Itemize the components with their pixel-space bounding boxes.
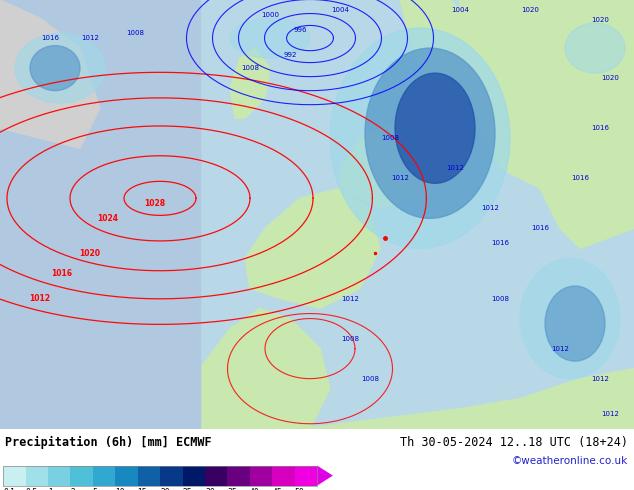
Bar [183,466,205,486]
Text: 1004: 1004 [451,7,469,13]
Text: 1012: 1012 [551,345,569,352]
Text: 1016: 1016 [571,175,589,181]
Text: 1012: 1012 [446,165,464,172]
Polygon shape [0,0,100,148]
Text: 1004: 1004 [331,7,349,13]
Text: 30: 30 [205,488,215,490]
Text: 1020: 1020 [591,17,609,23]
Text: 1008: 1008 [491,295,509,301]
Polygon shape [200,309,330,429]
Text: 1020: 1020 [79,249,101,258]
Polygon shape [340,118,450,208]
Text: 996: 996 [294,27,307,33]
Text: 50: 50 [295,488,304,490]
Text: 1008: 1008 [361,376,379,382]
Bar [115,466,138,486]
Polygon shape [245,188,380,309]
Text: ©weatheronline.co.uk: ©weatheronline.co.uk [512,456,628,466]
Bar [93,466,115,486]
Text: 1008: 1008 [126,30,144,36]
Text: 1020: 1020 [521,7,539,13]
Ellipse shape [545,286,605,361]
Text: 1012: 1012 [81,35,99,41]
Text: Th 30-05-2024 12..18 UTC (18+24): Th 30-05-2024 12..18 UTC (18+24) [399,436,628,449]
Ellipse shape [395,73,475,183]
Bar [25,466,48,486]
Text: 45: 45 [272,488,282,490]
Text: 20: 20 [160,488,170,490]
Ellipse shape [565,23,625,73]
Text: 1016: 1016 [41,35,59,41]
Text: 1012: 1012 [591,376,609,382]
Ellipse shape [520,258,620,379]
Bar [3,466,317,486]
Text: 1024: 1024 [98,214,119,223]
Text: 1016: 1016 [51,269,72,278]
Text: 1: 1 [48,488,53,490]
Polygon shape [0,0,200,429]
Bar [228,466,250,486]
Ellipse shape [330,28,510,248]
Ellipse shape [15,33,105,103]
Bar [250,466,272,486]
Bar [272,466,295,486]
Bar [295,466,317,486]
Text: 1012: 1012 [601,411,619,416]
Text: 0.1: 0.1 [3,488,15,490]
Text: 992: 992 [283,52,297,58]
Polygon shape [460,0,634,248]
Text: 1008: 1008 [241,65,259,71]
Text: Precipitation (6h) [mm] ECMWF: Precipitation (6h) [mm] ECMWF [5,436,212,449]
Ellipse shape [365,48,495,219]
Ellipse shape [30,46,80,91]
Bar [138,466,160,486]
Text: 35: 35 [228,488,237,490]
Bar [70,466,93,486]
Text: 1008: 1008 [381,135,399,141]
Text: 10: 10 [115,488,125,490]
Bar [48,466,70,486]
Text: 1012: 1012 [481,205,499,211]
Polygon shape [317,466,333,486]
Text: 1000: 1000 [261,12,279,18]
Text: 1012: 1012 [391,175,409,181]
Text: 1028: 1028 [145,199,165,208]
Text: 1016: 1016 [591,125,609,131]
Text: 1020: 1020 [601,75,619,81]
Text: 0.5: 0.5 [25,488,37,490]
Text: 25: 25 [183,488,192,490]
Text: 1016: 1016 [531,225,549,231]
Text: 1012: 1012 [30,294,51,303]
Bar [3,466,25,486]
Bar [160,466,183,486]
Text: 40: 40 [250,488,259,490]
Polygon shape [200,368,634,429]
Text: 5: 5 [93,488,98,490]
Text: 1012: 1012 [341,295,359,301]
Polygon shape [400,0,530,118]
Text: 1016: 1016 [491,241,509,246]
Bar [205,466,228,486]
Text: 1008: 1008 [341,336,359,342]
Text: 2: 2 [70,488,75,490]
Ellipse shape [230,18,310,58]
Polygon shape [230,48,270,118]
Text: 15: 15 [138,488,147,490]
